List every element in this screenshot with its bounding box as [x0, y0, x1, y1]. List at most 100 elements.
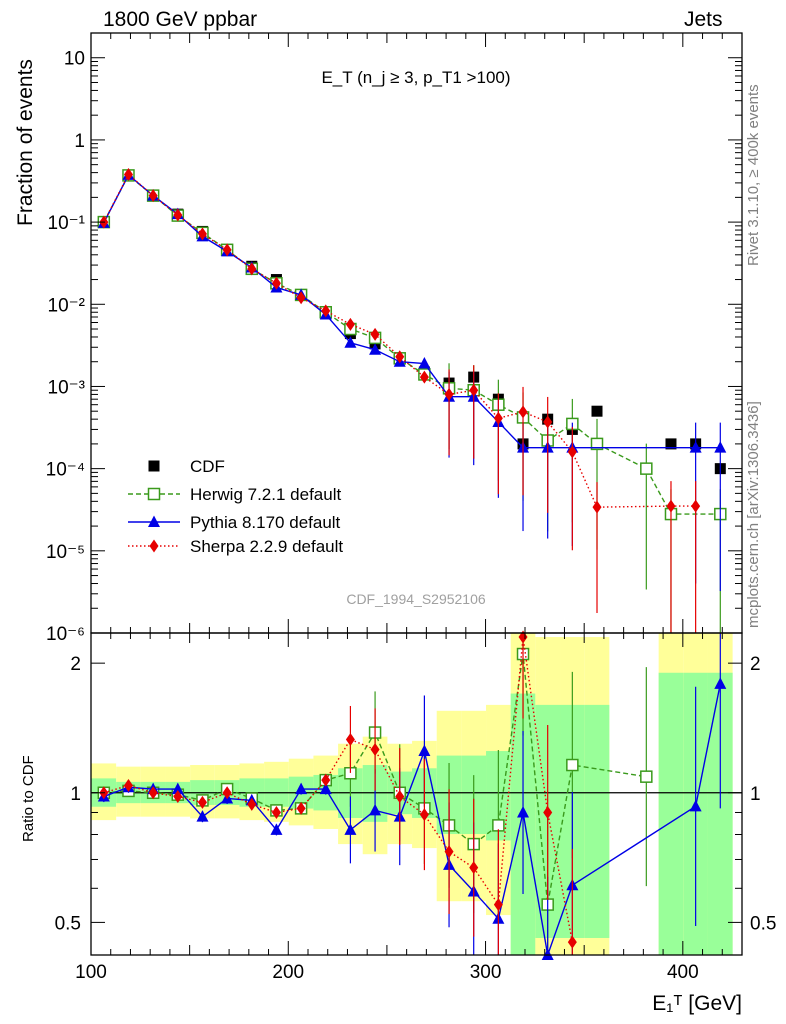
y-tick-label: 10⁻¹	[48, 213, 86, 234]
x-tick-label: 100	[75, 962, 107, 983]
data-point	[567, 445, 577, 459]
data-point	[691, 499, 701, 513]
x-tick-label: 400	[667, 962, 699, 983]
ratio-point	[419, 808, 429, 822]
ratio-point	[197, 795, 207, 809]
ratio-frame	[90, 632, 743, 956]
ratio-point	[543, 805, 553, 819]
ratio-line	[103, 636, 574, 943]
header-right: Jets	[684, 8, 723, 31]
ratio-y-tick-label-right: 2	[750, 654, 761, 675]
data-point	[370, 327, 380, 341]
ratio-point	[444, 845, 454, 859]
band-inner	[658, 672, 684, 955]
legend-marker	[149, 539, 159, 553]
x-tick-label: 300	[470, 962, 502, 983]
ratio-point	[714, 677, 727, 689]
data-point	[173, 208, 183, 222]
data-point	[369, 343, 382, 355]
legend-marker	[147, 487, 161, 501]
ratio-point	[171, 782, 184, 795]
legend-marker	[148, 515, 160, 527]
ratio-point	[541, 948, 554, 960]
data-point	[247, 262, 257, 276]
data-point	[689, 441, 702, 453]
y-tick-label: 10⁻⁴	[46, 460, 85, 481]
ratio-point	[222, 786, 232, 800]
data-point	[666, 499, 676, 513]
data-point	[344, 336, 357, 348]
legend-label: Sherpa 2.2.9 default	[190, 537, 343, 556]
data-point	[493, 411, 503, 425]
data-point	[123, 167, 133, 181]
x-tick-label: 200	[272, 962, 304, 983]
data-point	[591, 405, 603, 417]
ratio-line	[103, 683, 721, 958]
ratio-point	[492, 819, 505, 832]
legend: CDF Herwig 7.2.1 default Pythia 8.170 defa…	[128, 457, 343, 556]
data-point	[148, 189, 158, 203]
ratio-point	[247, 797, 257, 811]
ratio-point	[418, 744, 431, 757]
data-point	[418, 357, 431, 369]
y-tick-label: 1	[74, 131, 85, 152]
data-point	[714, 441, 727, 453]
series-sherpa	[99, 167, 701, 633]
ratio-point	[469, 861, 479, 875]
x-axis-label: E₁ᵀ [GeV]	[652, 992, 742, 1015]
ratio-y-tick-label: 1	[70, 784, 81, 805]
ratio-point	[566, 758, 579, 772]
ratio-point	[345, 732, 355, 746]
band-inner	[584, 704, 610, 938]
data-point	[592, 500, 602, 514]
ratio-band-layer	[91, 633, 733, 955]
ratio-point	[295, 782, 308, 795]
data-point	[271, 276, 281, 290]
ratio-point	[271, 805, 281, 819]
ratio-point	[567, 935, 577, 949]
ratio-point	[689, 799, 702, 812]
ratio-point	[319, 782, 332, 795]
series-layer	[97, 167, 727, 960]
ratio-point	[173, 790, 183, 804]
legend-marker	[148, 460, 160, 472]
y-tick-label: 10⁻²	[48, 295, 86, 316]
y-tick-label: 10⁻⁵	[46, 542, 85, 563]
ratio-point	[395, 790, 405, 804]
legend-label: Pythia 8.170 default	[190, 513, 341, 532]
ratio-series-sherpa	[99, 630, 577, 955]
ratio-point	[321, 773, 331, 787]
ratio-point	[270, 823, 283, 835]
ratio-point	[517, 805, 530, 818]
data-point	[543, 415, 553, 429]
header-left: 1800 GeV ppbar	[103, 8, 258, 31]
legend-label: Herwig 7.2.1 default	[190, 485, 341, 504]
data-point	[222, 243, 232, 257]
data-point	[590, 437, 604, 451]
ratio-y-tick-label-right: 1	[750, 784, 761, 805]
ratio-point	[640, 770, 653, 783]
data-point	[321, 304, 331, 318]
ratio-point	[344, 823, 357, 835]
data-point	[345, 317, 355, 331]
legend-label: CDF	[190, 457, 225, 476]
analysis-id-label: CDF_1994_S2952106	[346, 591, 486, 607]
ratio-point	[196, 810, 209, 822]
ratio-point	[370, 743, 380, 757]
ratio-point	[148, 786, 158, 800]
data-point	[469, 383, 479, 397]
main-plot-title: E_T (n_j ≥ 3, p_T1 >100)	[321, 68, 510, 87]
ratio-y-tick-label: 0.5	[55, 913, 81, 934]
plot-frames	[90, 32, 743, 956]
data-point	[296, 291, 306, 305]
series-cdf	[98, 169, 726, 475]
data-point	[518, 405, 528, 419]
data-point	[197, 227, 207, 241]
ratio-point	[493, 898, 503, 912]
ratio-y-tick-label: 2	[70, 654, 81, 675]
axis-ticks: 10⁻⁶ 10⁻⁵ 10⁻⁴ 10⁻³ 10⁻² 10⁻¹ 1 10 0.5 0.5 1 1 2 2 100…	[46, 32, 776, 983]
data-point	[444, 387, 454, 401]
data-point	[665, 438, 677, 450]
series-herwig	[97, 169, 727, 633]
